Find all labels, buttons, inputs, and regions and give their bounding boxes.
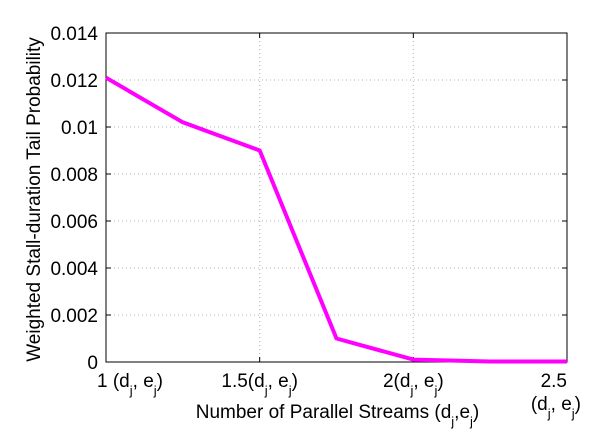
x-tick-label: 2(dj, ej) [383, 371, 444, 398]
x-tick-label: 2.5 [541, 371, 567, 392]
axes-box [105, 32, 568, 363]
grid [106, 33, 567, 362]
y-tick-label: 0.004 [50, 259, 98, 280]
y-tick-label: 0.008 [50, 165, 98, 186]
y-tick-label: 0 [87, 353, 98, 374]
x-tick-label: 1 (dj, ej) [97, 371, 163, 398]
y-tick-label: 0.012 [50, 71, 98, 92]
y-axis-ticks: 0 0.002 0.004 0.006 0.008 0.01 0.012 0.014 [50, 24, 567, 374]
y-axis-title: Weighted Stall-duration Tail Probability [24, 37, 45, 362]
y-tick-label: 0.002 [50, 306, 98, 327]
series-group [104, 75, 568, 364]
y-tick-label: 0.014 [50, 24, 98, 45]
x-axis-ticks: 1 (dj, ej) 1.5(dj, ej) 2(dj, ej) 2.5(dj, ej… [97, 33, 581, 421]
x-tick-label-unit: (dj, ej) [531, 394, 581, 421]
x-tick-label: 1.5(dj, ej) [221, 371, 298, 398]
y-tick-label: 0.01 [61, 118, 98, 139]
y-tick-label: 0.006 [50, 212, 98, 233]
x-axis-title: Number of Parallel Streams (dj,ej) [196, 402, 480, 429]
